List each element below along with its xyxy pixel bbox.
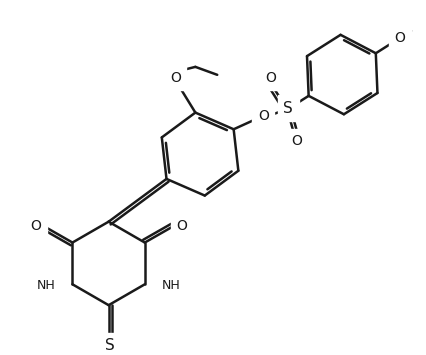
Text: O: O xyxy=(176,219,187,233)
Text: NH: NH xyxy=(162,279,181,292)
Text: S: S xyxy=(283,101,293,116)
Text: NH: NH xyxy=(37,279,55,292)
Text: O: O xyxy=(30,219,41,233)
Text: O: O xyxy=(258,109,269,123)
Text: S: S xyxy=(106,338,115,354)
Text: O: O xyxy=(291,134,302,148)
Text: O: O xyxy=(170,71,181,85)
Text: O: O xyxy=(265,71,276,84)
Text: O: O xyxy=(395,31,406,45)
